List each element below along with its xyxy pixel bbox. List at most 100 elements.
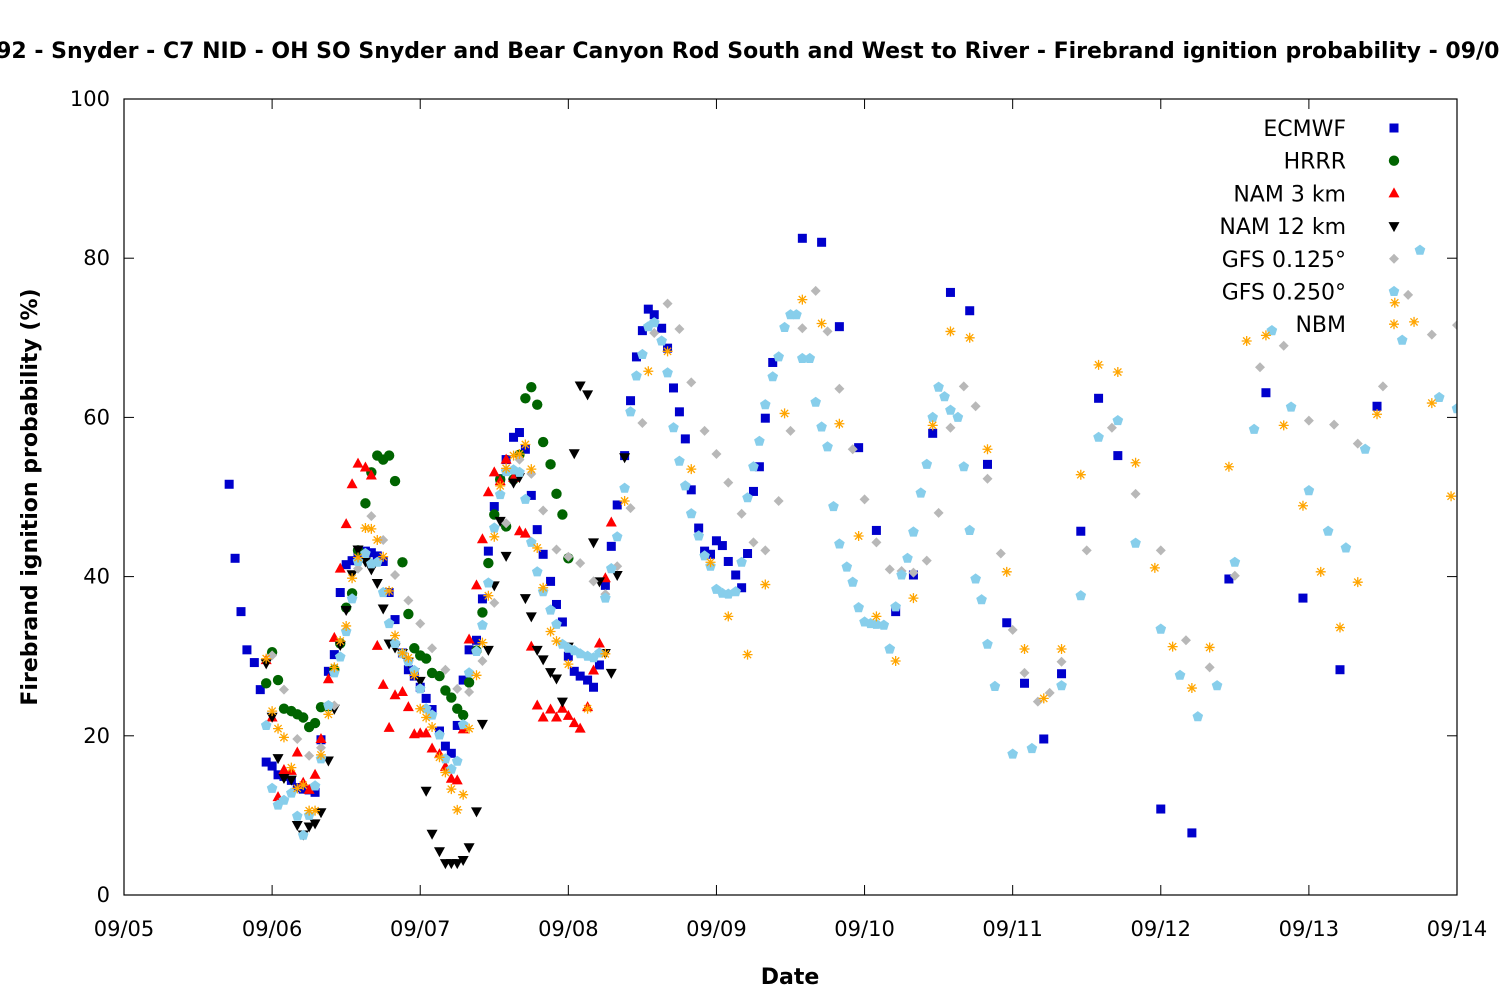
data-point-nbm [409,670,420,681]
data-point-ecmwf [310,787,320,797]
data-point-gfs-0-125 [871,537,882,548]
data-point-nbm [619,495,630,506]
legend-label: NBM [1295,313,1346,338]
data-point-nbm [1352,577,1363,588]
data-point-ecmwf [817,237,827,247]
data-point-ecmwf [854,443,864,453]
data-point-nbm [403,652,414,663]
data-point-nbm [483,590,494,601]
data-point-ecmwf [1298,593,1308,603]
data-point-ecmwf [242,645,252,655]
data-point-gfs-0-125 [427,643,438,654]
data-point-nbm [372,534,383,545]
legend-label: NAM 12 km [1219,215,1346,240]
data-point-nam-12-km [588,538,600,549]
data-point-ecmwf [341,560,351,570]
data-point-gfs-0-125 [1255,362,1266,373]
data-point-nam-3-km [562,709,574,720]
data-point-gfs-0-250 [804,352,816,363]
data-point-ecmwf [668,383,678,393]
data-point-nbm [532,542,543,553]
data-point-hrrr [545,459,556,470]
data-point-nam-3-km [402,701,414,712]
legend-marker [1389,123,1399,133]
data-point-nbm [760,579,771,590]
data-point-ecmwf [928,428,938,438]
data-point-gfs-0-250 [619,482,630,493]
data-point-nam-3-km [545,703,557,714]
data-point-gfs-0-125 [686,377,697,388]
data-point-gfs-0-250 [890,601,901,612]
data-point-ecmwf [686,485,696,495]
data-point-gfs-0-250 [1433,391,1445,402]
data-point-gfs-0-250 [1075,590,1087,601]
data-point-gfs-0-125 [304,750,315,761]
data-point-ecmwf [680,434,690,444]
data-point-gfs-0-250 [958,461,970,472]
data-point-ecmwf [583,675,593,685]
data-point-ecmwf [1057,669,1067,679]
data-point-nbm [323,709,334,720]
data-point-hrrr [389,475,401,487]
data-point-ecmwf [674,407,684,417]
data-point-gfs-0-250 [767,371,779,382]
data-point-gfs-0-125 [773,495,784,506]
data-point-nbm [335,636,346,647]
data-point-nbm [538,582,549,593]
data-point-gfs-0-250 [383,618,395,629]
data-point-hrrr [409,643,420,654]
data-point-ecmwf [612,500,622,510]
legend-label: ECMWF [1263,117,1346,142]
data-point-hrrr [298,712,309,723]
data-point-gfs-0-250 [278,794,290,805]
x-axis-label: Date [761,965,820,990]
data-point-gfs-0-125 [1452,320,1457,331]
data-point-hrrr [557,509,568,520]
data-point-nam-3-km [328,631,340,642]
x-tick-label: 09/09 [686,917,747,941]
data-point-nam-3-km [346,478,358,489]
data-point-ecmwf [891,607,901,617]
x-tick-label: 09/07 [390,917,451,941]
data-point-gfs-0-250 [334,651,346,662]
data-point-nam-12-km [611,571,623,582]
data-point-nam-3-km [513,525,525,536]
data-point-gfs-0-125 [982,473,993,484]
data-point-gfs-0-125 [551,544,562,555]
data-point-nam-12-km [309,819,321,830]
data-point-gfs-0-125 [711,449,722,460]
data-point-nam-3-km [340,518,352,529]
data-point-hrrr [520,393,531,404]
data-point-ecmwf [440,741,450,751]
y-tick-label: 40 [83,565,110,589]
data-point-nbm [427,722,438,733]
data-point-ecmwf [965,306,975,316]
data-point-ecmwf [711,536,721,546]
data-point-gfs-0-125 [1130,488,1141,499]
data-point-gfs-0-250 [434,729,445,740]
data-point-ecmwf [760,413,770,423]
data-point-nam-12-km [451,859,463,870]
data-point-gfs-0-250 [908,526,919,537]
legend: ECMWF HRRR NAM 3 km NAM 12 km GFS 0.125° GFS … [1219,117,1400,338]
data-point-gfs-0-250 [1192,711,1204,722]
data-point-ecmwf [945,287,955,297]
data-point-ecmwf [626,396,636,406]
data-point-hrrr [483,557,494,569]
data-point-ecmwf [694,523,704,533]
data-point-gfs-0-250 [483,577,494,588]
series-nbm [261,294,1457,816]
data-point-nam-12-km [471,807,483,818]
data-point-gfs-0-250 [699,550,710,561]
data-point-nbm [1001,566,1012,577]
data-point-nam-12-km [531,645,543,656]
data-point-hrrr [383,450,395,461]
data-point-gfs-0-250 [451,755,463,766]
data-point-ecmwf [446,748,456,758]
data-point-gfs-0-250 [674,455,685,466]
data-point-gfs-0-250 [1155,623,1167,634]
legend-label: GFS 0.250° [1222,281,1346,306]
data-point-nbm [1093,359,1104,370]
data-point-nbm [1409,316,1420,327]
data-point-gfs-0-250 [611,531,623,542]
